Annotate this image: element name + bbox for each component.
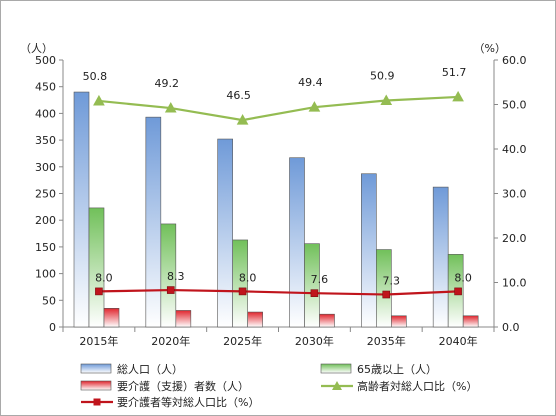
data-label: 7.6: [311, 273, 329, 286]
left-axis-unit: （人）: [20, 42, 53, 55]
right-tick-label: 0.0: [502, 321, 520, 334]
bar: [247, 311, 263, 328]
bar: [217, 138, 233, 328]
x-tick-label: 2040年: [439, 334, 478, 348]
data-label: 46.5: [226, 89, 251, 102]
right-tick-label: 50.0: [502, 99, 527, 112]
right-tick-label: 10.0: [502, 277, 527, 290]
data-label: 49.2: [155, 77, 180, 90]
square-marker: [95, 287, 103, 296]
right-tick-label: 40.0: [502, 143, 527, 156]
data-label: 7.3: [383, 275, 401, 288]
series-line: [98, 288, 459, 296]
left-tick-label: 100: [35, 268, 56, 281]
data-label: 50.8: [83, 70, 108, 83]
legend-swatch: [80, 380, 112, 391]
legend-swatch: [320, 363, 352, 374]
left-tick-label: 250: [35, 188, 56, 201]
triangle-marker: [452, 90, 464, 102]
data-label: 8.0: [95, 271, 113, 284]
x-tick-label: 2035年: [367, 334, 406, 348]
left-tick-label: 50: [42, 294, 56, 307]
x-tick-label: 2020年: [151, 334, 190, 348]
square-marker: [454, 287, 462, 296]
bar: [88, 207, 105, 328]
lines: [93, 90, 464, 299]
legend: 総人口（人） 65歳以上（人） 要介護（支援）者数（人） 高齢者対総人口比（%） 要介護…: [80, 362, 477, 409]
right-tick-label: 60.0: [502, 54, 527, 67]
legend-label: 要介護者等対総人口比（%）: [117, 395, 259, 409]
legend-marker: [332, 381, 342, 390]
bar: [361, 173, 377, 328]
series-line: [98, 95, 459, 122]
square-marker: [382, 290, 391, 299]
bar: [175, 310, 192, 328]
left-tick-label: 400: [35, 107, 56, 120]
data-label: 8.0: [454, 271, 472, 284]
left-tick-label: 300: [35, 161, 56, 174]
data-label: 8.0: [239, 271, 257, 284]
bar: [289, 157, 305, 328]
axes: 0 50 100 150 200 250 300 350 400 450 500（人） 0.0 10.0…: [20, 42, 527, 348]
square-marker: [166, 286, 175, 294]
square-marker: [310, 289, 319, 297]
left-tick-label: 150: [35, 241, 56, 254]
right-tick-label: 30.0: [502, 188, 527, 201]
legend-label: 65歳以上（人）: [357, 363, 437, 376]
x-tick-label: 2015年: [79, 334, 118, 348]
data-label: 50.9: [370, 69, 395, 82]
legend-label: 高齢者対総人口比（%）: [357, 379, 477, 393]
bar: [145, 116, 162, 328]
x-tick-label: 2025年: [223, 334, 262, 348]
legend-label: 総人口（人）: [117, 362, 183, 376]
left-tick-label: 450: [35, 81, 56, 94]
data-label: 49.4: [298, 76, 323, 89]
left-tick-label: 0: [49, 321, 56, 334]
bar: [432, 186, 449, 328]
right-tick-label: 20.0: [502, 232, 527, 245]
bar: [376, 249, 392, 328]
bar: [319, 313, 335, 328]
bar: [103, 308, 120, 328]
bar: [73, 91, 90, 328]
right-axis-unit: （%）: [474, 42, 506, 55]
x-tick-label: 2030年: [295, 334, 334, 348]
left-tick-label: 350: [35, 134, 56, 147]
legend-label: 要介護（支援）者数（人）: [117, 379, 249, 393]
triangle-marker: [236, 114, 249, 125]
data-labels: 50.8 49.2 46.5 49.4 50.9 51.7 8.0 8.3 8.0 7.6 7.3 8…: [83, 66, 472, 288]
legend-marker: [93, 398, 101, 406]
triangle-marker: [308, 101, 321, 112]
square-marker: [238, 287, 247, 296]
bar: [304, 243, 320, 328]
triangle-marker: [380, 94, 393, 105]
bar: [232, 239, 248, 328]
left-tick-label: 200: [35, 214, 56, 227]
data-label: 51.7: [442, 66, 467, 79]
data-label: 8.3: [167, 270, 185, 283]
bar: [391, 315, 407, 328]
left-tick-label: 500: [35, 54, 56, 67]
legend-swatch: [80, 363, 112, 374]
triangle-marker: [164, 102, 177, 113]
bar: [160, 223, 177, 328]
bar: [462, 315, 479, 328]
triangle-marker: [93, 94, 105, 106]
